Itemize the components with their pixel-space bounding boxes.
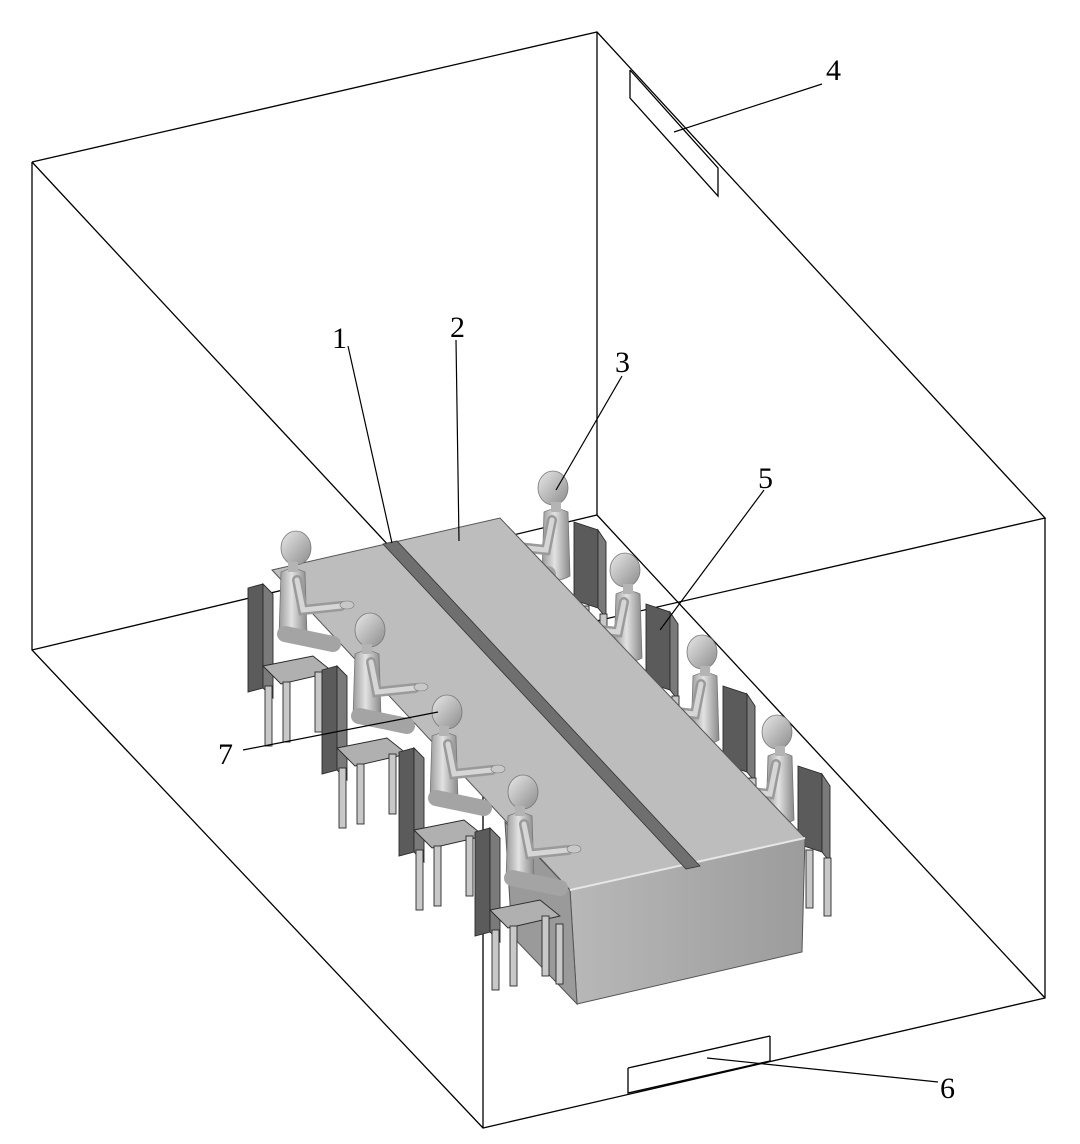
occupant-left-4 xyxy=(474,774,582,991)
callout-2: 2 xyxy=(450,311,465,344)
room-top-face xyxy=(31,31,1047,648)
leader-7 xyxy=(242,711,439,751)
callout-3: 3 xyxy=(615,346,630,379)
ceiling-vent xyxy=(629,69,719,198)
leader-lines xyxy=(242,83,939,1083)
callout-7: 7 xyxy=(218,738,233,771)
leader-1 xyxy=(347,345,393,544)
callout-labels: 1 2 3 4 5 6 7 xyxy=(218,54,955,1105)
callout-4: 4 xyxy=(826,54,841,87)
callout-1: 1 xyxy=(332,322,347,355)
leader-3 xyxy=(555,375,623,491)
occupant-right-3 xyxy=(643,634,757,837)
leader-2 xyxy=(455,339,460,542)
leader-5 xyxy=(659,489,765,631)
occupant-left-1 xyxy=(247,530,355,747)
callout-5: 5 xyxy=(758,462,773,495)
leader-4 xyxy=(673,83,823,133)
floor-vent xyxy=(627,1035,771,1094)
callout-6: 6 xyxy=(940,1072,955,1105)
occupants xyxy=(247,530,582,991)
leader-6 xyxy=(706,1057,939,1083)
